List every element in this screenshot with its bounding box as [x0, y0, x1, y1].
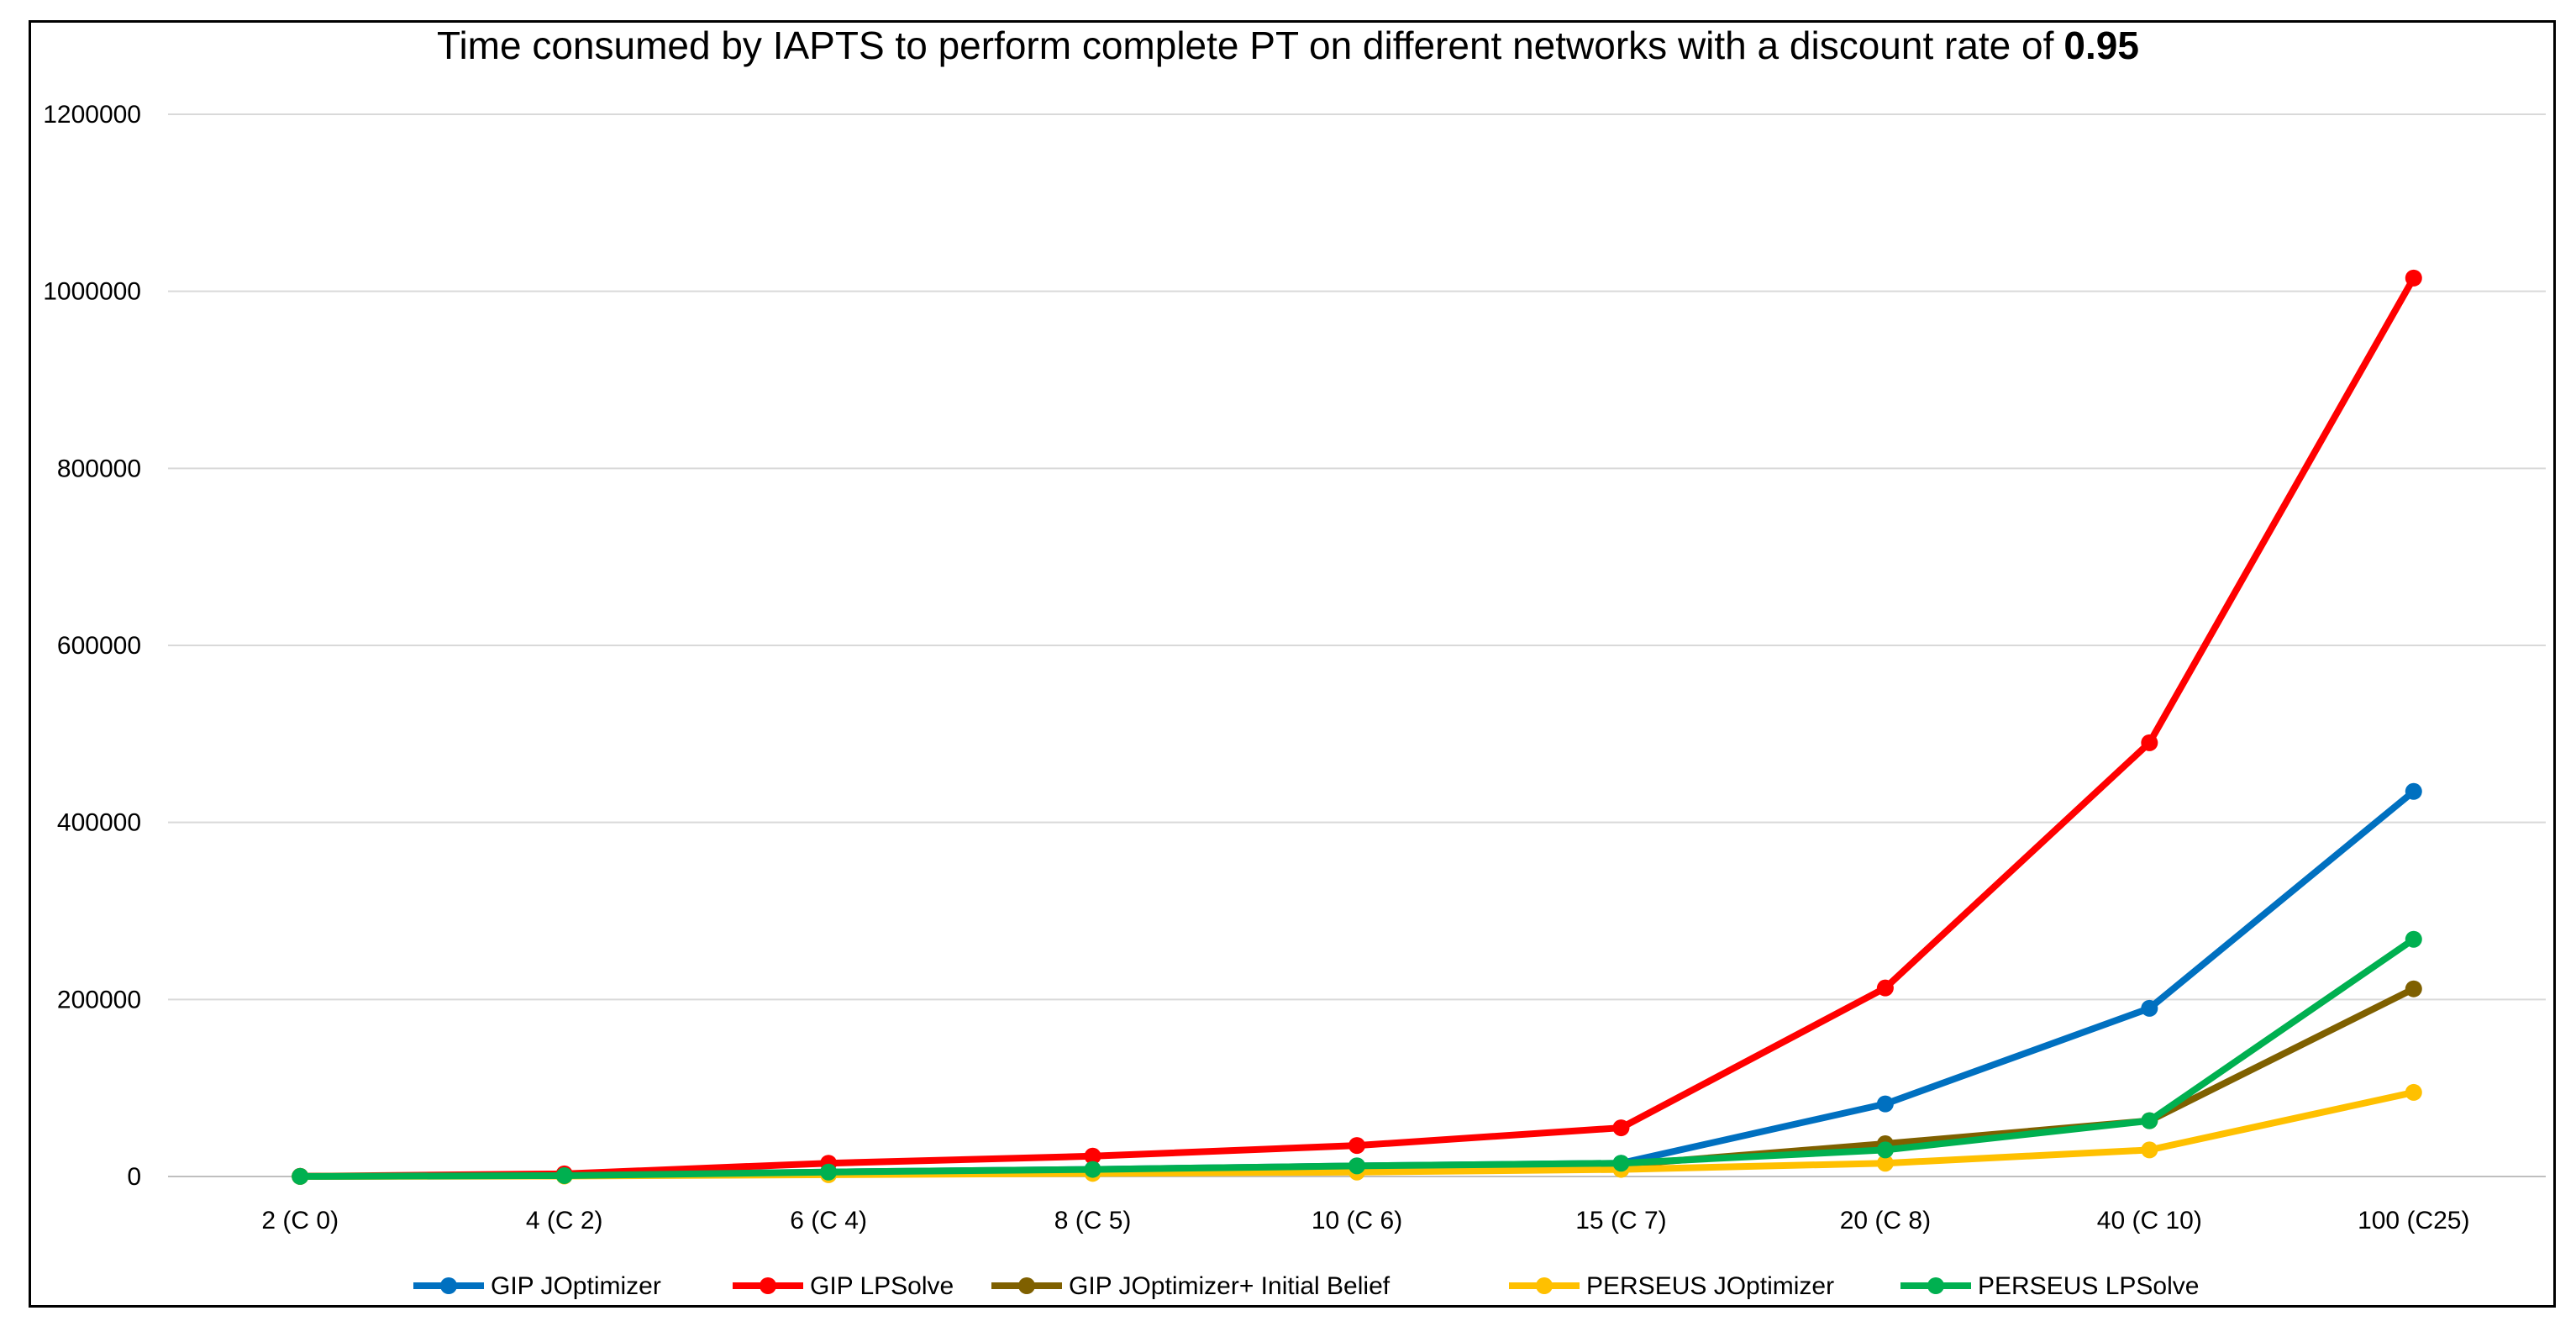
- legend-item: GIP JOptimizer: [413, 1272, 661, 1300]
- legend-swatch-marker: [760, 1277, 776, 1294]
- legend-swatch-marker: [440, 1277, 457, 1294]
- legend-item: PERSEUS JOptimizer: [1509, 1272, 1834, 1300]
- legend-swatch-marker: [1536, 1277, 1553, 1294]
- data-point: [1084, 1161, 1101, 1178]
- x-tick-label: 100 (C25): [2358, 1207, 2469, 1234]
- data-point: [1084, 1147, 1101, 1165]
- legend-item: PERSEUS LPSolve: [1900, 1272, 2199, 1300]
- data-point: [2141, 999, 2158, 1017]
- data-point: [555, 1166, 573, 1184]
- series-line: [297, 787, 2417, 1180]
- data-point: [1348, 1137, 1365, 1155]
- legend-swatch-marker: [1018, 1277, 1035, 1294]
- series-layer: [292, 269, 2422, 1185]
- data-point: [1612, 1119, 1630, 1137]
- y-tick-label: 400000: [57, 809, 141, 837]
- legend-label: GIP LPSolve: [810, 1272, 954, 1300]
- x-tick-label: 10 (C 6): [1312, 1207, 1402, 1234]
- data-point: [2141, 1112, 2158, 1129]
- legend-item: GIP LPSolve: [733, 1272, 954, 1300]
- data-point: [292, 1167, 309, 1185]
- legend-item: GIP JOptimizer+ Initial Belief: [991, 1272, 1391, 1300]
- series: [292, 930, 2422, 1185]
- legend-label: PERSEUS LPSolve: [1978, 1272, 2199, 1300]
- legend-swatch-marker: [1927, 1277, 1944, 1294]
- data-point: [2405, 782, 2422, 800]
- x-tick-label: 8 (C 5): [1054, 1207, 1132, 1234]
- y-tick-label: 600000: [57, 632, 141, 660]
- data-point: [2405, 930, 2422, 948]
- data-point: [2141, 734, 2158, 751]
- legend-label: PERSEUS JOptimizer: [1586, 1272, 1834, 1300]
- chart-title-main: Time consumed by IAPTS to perform comple…: [437, 24, 2054, 67]
- x-tick-label: 15 (C 7): [1575, 1207, 1666, 1234]
- data-point: [2141, 1141, 2158, 1159]
- data-point: [1876, 1155, 1894, 1172]
- y-tick-label: 1000000: [43, 278, 141, 306]
- data-point: [2405, 1083, 2422, 1101]
- chart-title: Time consumed by IAPTS to perform comple…: [437, 24, 2139, 67]
- x-tick-label: 2 (C 0): [261, 1207, 339, 1234]
- x-tick-label: 40 (C 10): [2097, 1207, 2202, 1234]
- legend: GIP JOptimizer GIP LPSolve GIP JOptimizer+…: [413, 1272, 2199, 1300]
- x-axis-ticks: 2 (C 0) 4 (C 2) 6 (C 4) 8 (C 5) 10 (C 6) 15 (…: [261, 1207, 2469, 1234]
- data-point: [1612, 1155, 1630, 1172]
- data-point: [1876, 1095, 1894, 1113]
- series: [292, 269, 2422, 1185]
- y-tick-label: 200000: [57, 986, 141, 1013]
- legend-label: GIP JOptimizer: [491, 1272, 661, 1300]
- x-tick-label: 4 (C 2): [526, 1207, 603, 1234]
- grid-layer: [168, 113, 2546, 1177]
- x-tick-label: 20 (C 8): [1840, 1207, 1931, 1234]
- data-point: [1348, 1157, 1365, 1175]
- data-point: [820, 1163, 838, 1181]
- data-point: [1876, 979, 1894, 997]
- data-point: [2405, 980, 2422, 997]
- legend-label: GIP JOptimizer+ Initial Belief: [1069, 1272, 1391, 1300]
- data-point: [2405, 269, 2422, 287]
- y-axis-ticks: 0 200000 400000 600000 800000 1000000 1200000: [43, 101, 141, 1191]
- chart-title-emphasis: 0.95: [2063, 24, 2139, 67]
- y-tick-label: 800000: [57, 455, 141, 482]
- y-tick-label: 0: [127, 1163, 141, 1191]
- chart-frame: [29, 20, 2556, 1308]
- series-line: [297, 274, 2417, 1180]
- x-tick-label: 6 (C 4): [790, 1207, 867, 1234]
- y-tick-label: 1200000: [43, 101, 141, 129]
- data-point: [1876, 1141, 1894, 1159]
